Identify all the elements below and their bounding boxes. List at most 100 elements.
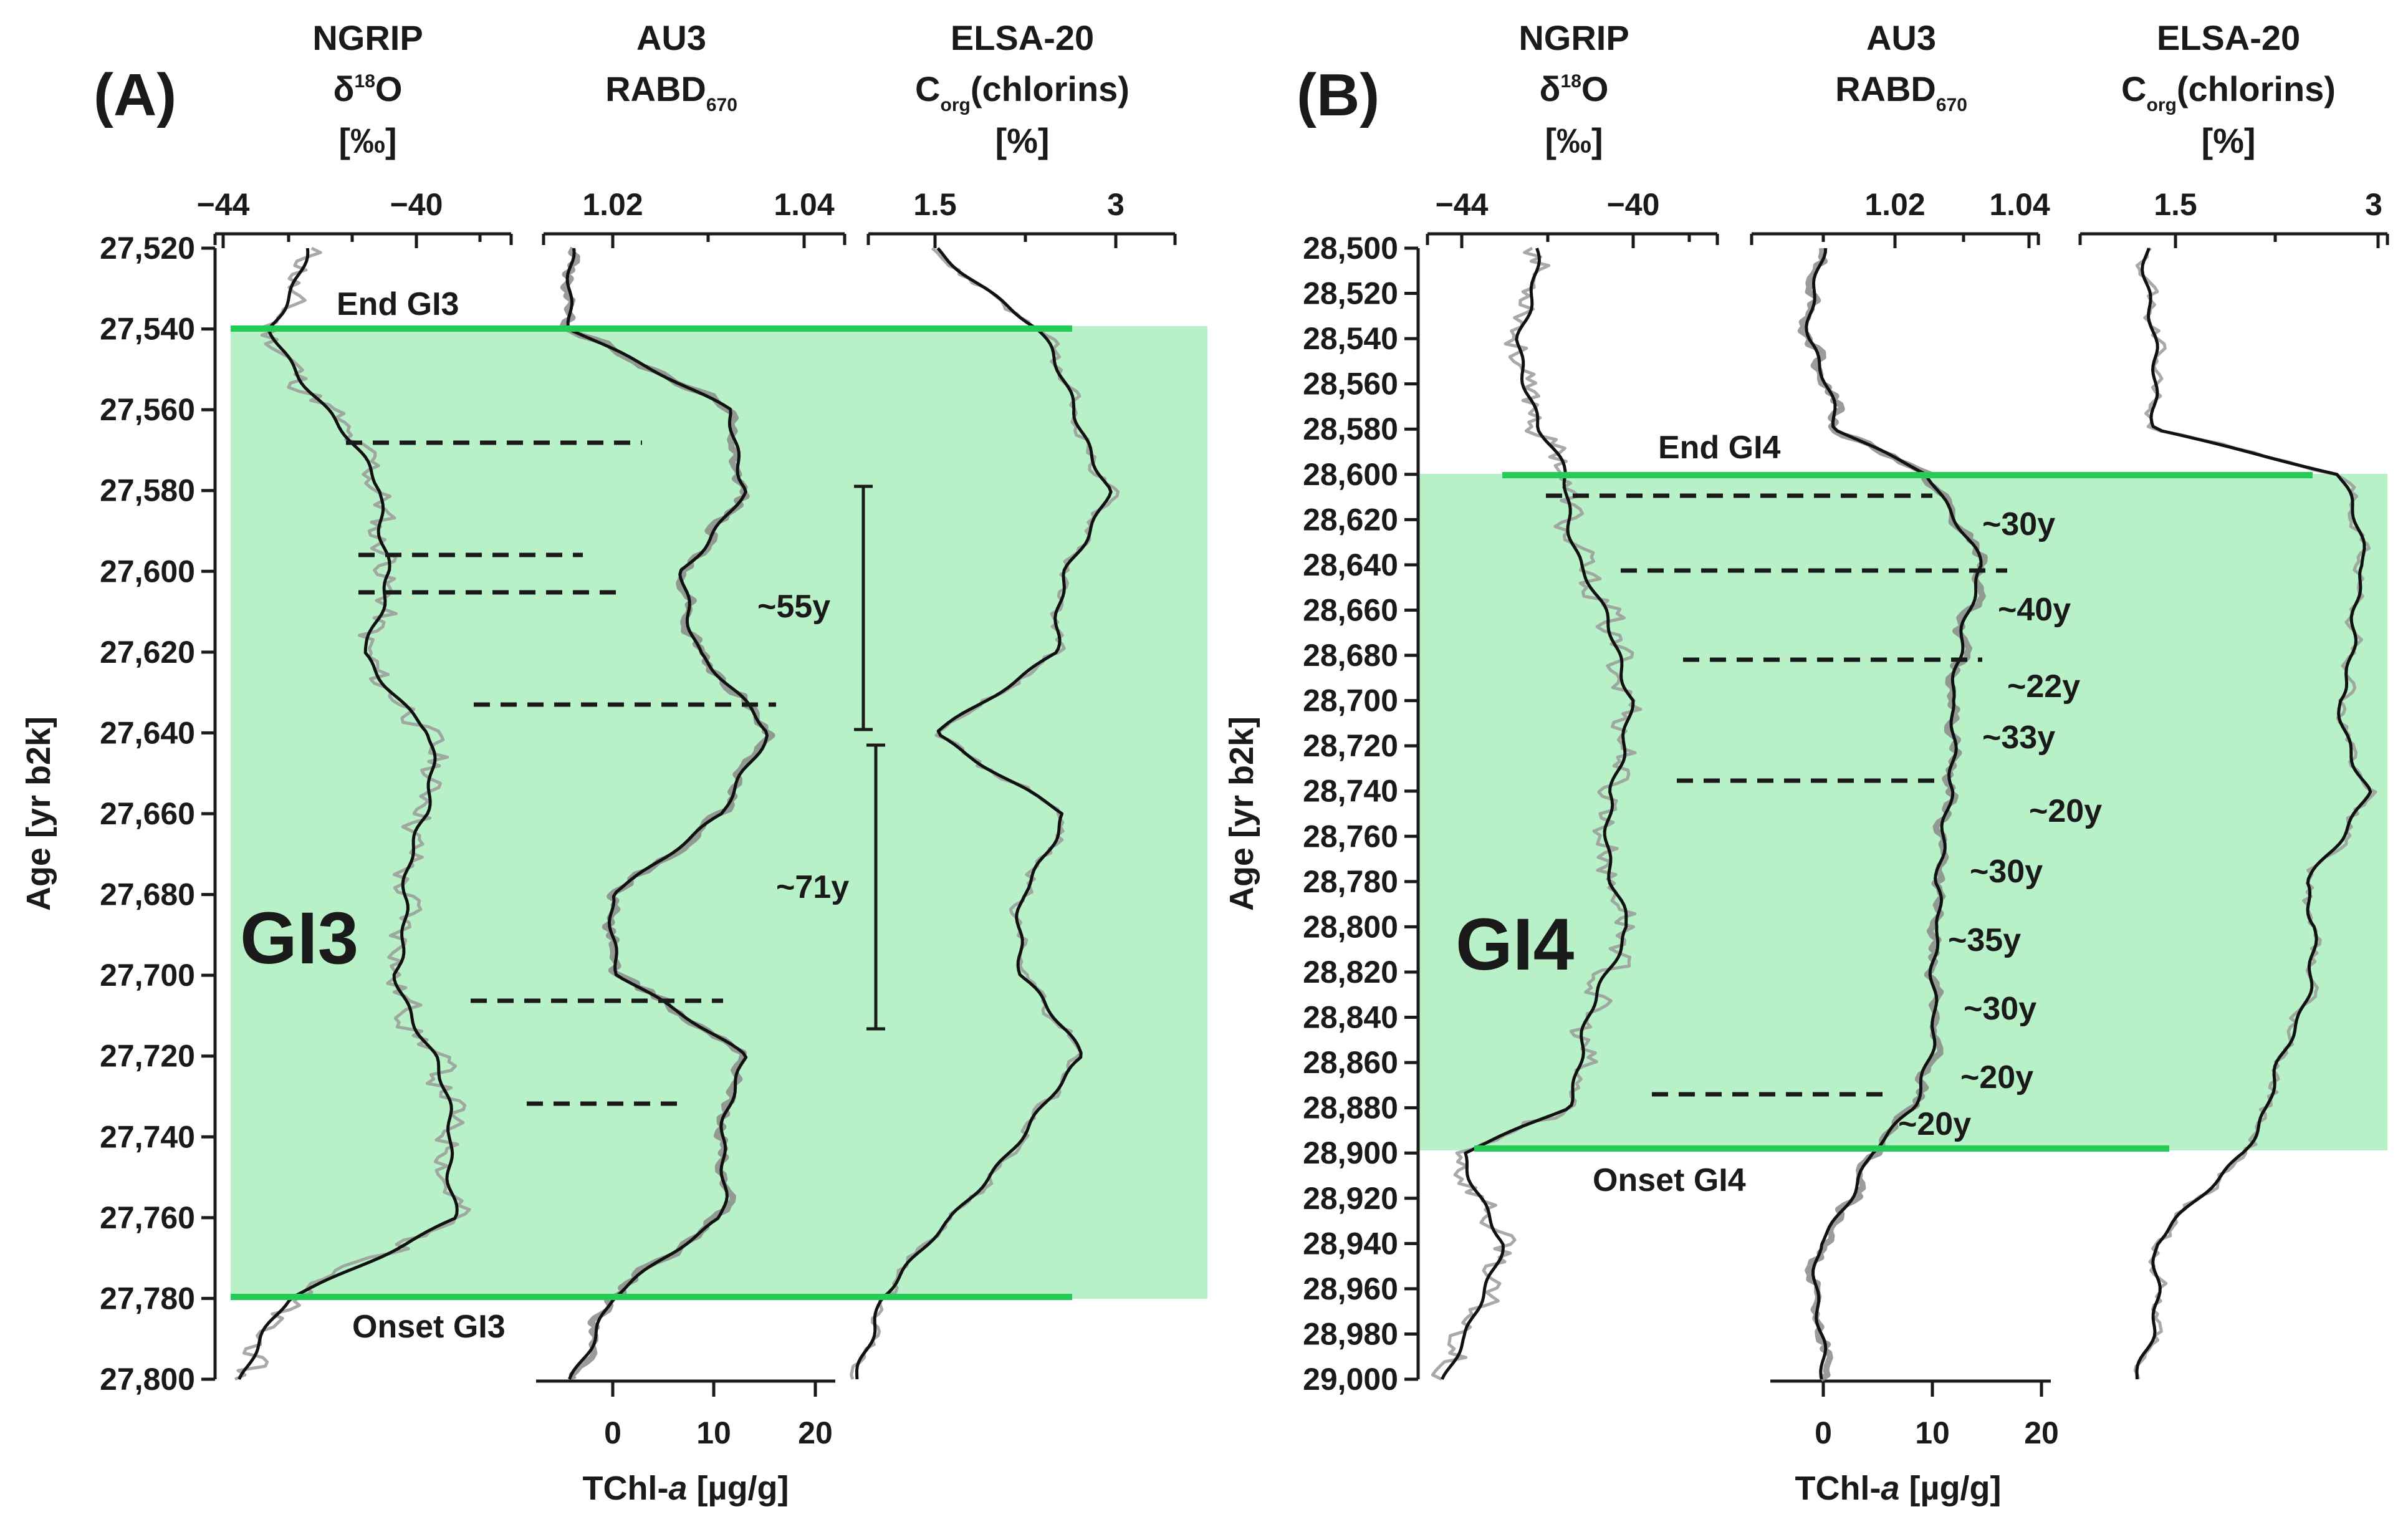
age-tick-label: 27,620: [100, 635, 195, 670]
age-axis-label-b: Age [yr b2k]: [1223, 716, 1260, 911]
age-tick-label: 28,640: [1303, 547, 1398, 582]
age-tick-label: 28,800: [1303, 909, 1398, 944]
top-axes-a: [213, 232, 1177, 248]
age-tick-label: 27,540: [100, 312, 195, 347]
age-tick-label: 28,840: [1303, 1000, 1398, 1035]
tchl-label-a: TChl-a [µg/g]: [582, 1470, 789, 1507]
period-b-2: ~22y: [2007, 668, 2080, 705]
age-tick-label: 28,600: [1303, 457, 1398, 492]
age-tick-label: 28,540: [1303, 321, 1398, 356]
period-b-6: ~35y: [1948, 922, 2021, 958]
header-ngrip-unit: [‰]: [338, 121, 396, 160]
age-tick-label: 27,680: [100, 877, 195, 912]
series-raw-line: [234, 246, 471, 1381]
panel-b: (B) NGRIP δ18O [‰] AU3 RABD670 ELSA-20 C…: [1223, 18, 2389, 1507]
gi4-shading: [1418, 474, 2387, 1150]
age-tick-label: 28,620: [1303, 502, 1398, 537]
panel-a: (A) NGRIP δ18O [‰] AU3 RABD670 ELSA-20 C…: [20, 18, 1207, 1507]
series-smoothed-line: [855, 247, 1113, 1380]
age-tick-label: 28,760: [1303, 819, 1398, 854]
header-ngrip-b: NGRIP δ18O [‰]: [1518, 18, 1629, 160]
header-ngrip-name: NGRIP: [312, 18, 423, 57]
age-tick-label: 27,780: [100, 1281, 195, 1316]
age-tick-label: 27,720: [100, 1039, 195, 1074]
age-tick-label: 28,720: [1303, 728, 1398, 763]
age-tick-label: 28,580: [1303, 412, 1398, 446]
tick-corg-a-1: 3: [1107, 187, 1125, 222]
age-tick-label: 28,860: [1303, 1045, 1398, 1080]
age-tick-label: 27,760: [100, 1200, 195, 1235]
tick-ngrip-b-0: −44: [1436, 187, 1489, 222]
age-tick-label: 28,920: [1303, 1181, 1398, 1216]
tick-ngrip-b-1: −40: [1607, 187, 1660, 222]
age-tick-label: 28,680: [1303, 638, 1398, 673]
series-raw-line: [850, 247, 1120, 1380]
tie-lines-a: [346, 440, 776, 1106]
header-elsa-b: ELSA-20 Corg(chlorins) [%]: [2121, 18, 2336, 160]
age-tick-label: 28,960: [1303, 1271, 1398, 1306]
age-tick-label: 28,700: [1303, 683, 1398, 718]
tchl-tick-b-1: 10: [1915, 1415, 1950, 1450]
period-b-9: ~20y: [1898, 1106, 1971, 1142]
age-axis-label-a: Age [yr b2k]: [20, 716, 57, 911]
period-b-0: ~30y: [1982, 506, 2055, 542]
age-tick-label: 28,780: [1303, 864, 1398, 899]
tick-rabd-a-1: 1.04: [774, 187, 835, 222]
series-smoothed-line: [2135, 248, 2372, 1380]
header-ngrip-a: NGRIP δ18O [‰]: [312, 18, 423, 160]
tchl-tick-a-2: 20: [798, 1415, 833, 1450]
header-ngrip-name: NGRIP: [1518, 18, 1629, 57]
header-au3-symbol: RABD670: [605, 69, 737, 115]
tchl-tick-a-1: 10: [696, 1415, 731, 1450]
header-ngrip-symbol: δ18O: [1540, 69, 1609, 108]
age-tick-label: 28,520: [1303, 276, 1398, 311]
period-b-1: ~40y: [1998, 592, 2071, 628]
age-tick-label: 27,640: [100, 715, 195, 750]
header-au3-a: AU3 RABD670: [605, 18, 737, 115]
age-tick-label: 28,980: [1303, 1316, 1398, 1351]
header-ngrip-symbol: δ18O: [333, 69, 403, 108]
series-group-a: [234, 246, 1120, 1381]
age-tick-label: 27,660: [100, 796, 195, 831]
tchl-tick-b-0: 0: [1815, 1415, 1832, 1450]
tie-lines-b: [1546, 493, 2007, 1097]
age-tick-label: 27,560: [100, 392, 195, 427]
tick-ngrip-a-1: −40: [390, 187, 443, 222]
period-b-7: ~30y: [1964, 991, 2036, 1027]
tick-corg-b-0: 1.5: [2154, 187, 2197, 222]
age-ticks-a: 27,520 27,540 27,560 27,580 27,600 27,620 27,6…: [100, 231, 215, 1397]
header-elsa-symbol: Corg(chlorins): [2121, 69, 2336, 115]
bottom-axis-a: [536, 1379, 835, 1397]
period-brackets-a: [854, 484, 885, 1031]
age-tick-label: 28,900: [1303, 1135, 1398, 1170]
age-tick-label: 27,600: [100, 554, 195, 589]
age-tick-label: 27,580: [100, 473, 195, 508]
header-au3-b: AU3 RABD670: [1835, 18, 1967, 115]
panel-a-label: (A): [94, 62, 176, 128]
end-gi4-label: End GI4: [1658, 430, 1781, 466]
header-elsa-unit: [%]: [2201, 121, 2255, 160]
header-ngrip-unit: [‰]: [1545, 121, 1603, 160]
header-au3-symbol: RABD670: [1835, 69, 1967, 115]
tick-rabd-a-0: 1.02: [582, 187, 643, 222]
age-tick-label: 29,000: [1303, 1362, 1398, 1397]
gi3-label: GI3: [240, 897, 358, 980]
period-b-3: ~33y: [1982, 720, 2055, 756]
period-b-5: ~30y: [1970, 854, 2043, 890]
age-tick-label: 27,800: [100, 1362, 195, 1397]
period-b-4: ~20y: [2029, 793, 2102, 829]
age-tick-label: 28,740: [1303, 774, 1398, 809]
header-elsa-name: ELSA-20: [951, 18, 1094, 57]
age-tick-label: 28,940: [1303, 1226, 1398, 1261]
series-smoothed-line: [1805, 248, 1983, 1380]
tchl-tick-b-2: 20: [2024, 1415, 2059, 1450]
age-tick-label: 28,660: [1303, 592, 1398, 627]
end-gi3-label: End GI3: [337, 286, 459, 322]
tchl-label-b: TChl-a [µg/g]: [1795, 1470, 2001, 1507]
header-au3-name: AU3: [636, 18, 706, 57]
panel-b-label: (B): [1297, 62, 1379, 128]
header-elsa-unit: [%]: [995, 121, 1049, 160]
header-elsa-name: ELSA-20: [2157, 18, 2300, 57]
tick-rabd-b-1: 1.04: [1989, 187, 2050, 222]
age-tick-label: 27,740: [100, 1119, 195, 1154]
